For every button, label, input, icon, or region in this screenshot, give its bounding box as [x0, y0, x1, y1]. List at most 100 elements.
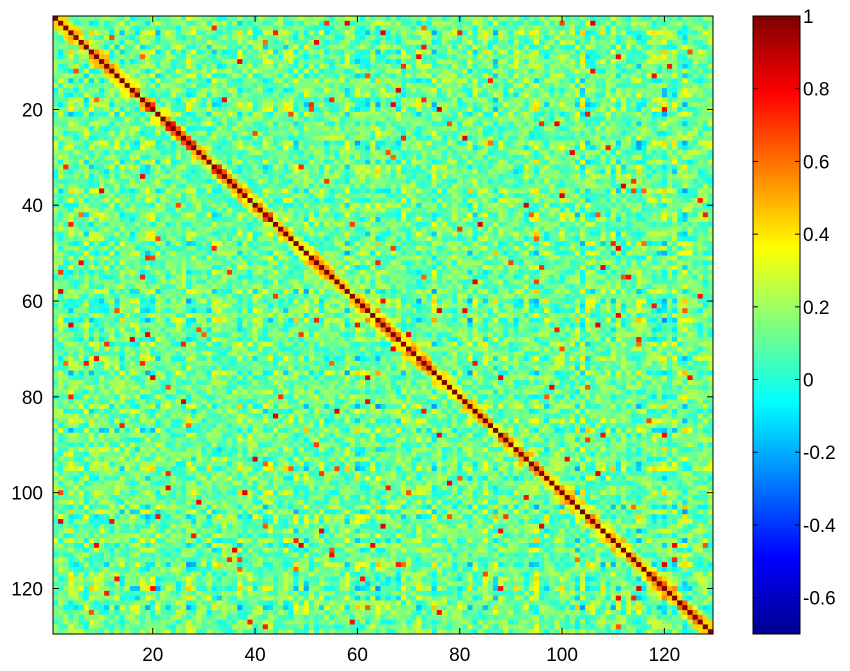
- heatmap-cell: [308, 174, 315, 180]
- heatmap-cell: [303, 135, 310, 142]
- heatmap-cell: [467, 126, 473, 132]
- heatmap-cell: [324, 174, 330, 180]
- heatmap-cell: [605, 25, 612, 31]
- heatmap-cell: [579, 87, 586, 94]
- heatmap-cell: [370, 54, 376, 60]
- heatmap-cell: [303, 25, 310, 31]
- heatmap-cell: [539, 39, 545, 46]
- heatmap-cell: [390, 78, 397, 84]
- heatmap-cell: [232, 68, 238, 74]
- heatmap-cell: [216, 83, 223, 89]
- heatmap-cell: [380, 68, 387, 74]
- heatmap-cell: [170, 68, 177, 74]
- heatmap-cell: [462, 130, 468, 137]
- heatmap-cell: [646, 107, 653, 113]
- heatmap-cell: [595, 83, 601, 89]
- heatmap-cell: [518, 135, 525, 142]
- heatmap-cell: [554, 39, 560, 46]
- heatmap-cell: [165, 145, 172, 151]
- heatmap-cell: [677, 178, 683, 185]
- heatmap-cell: [109, 87, 115, 94]
- heatmap-cell: [257, 39, 264, 46]
- heatmap-cell: [186, 25, 192, 31]
- heatmap-cell: [83, 54, 90, 60]
- heatmap-cell: [237, 49, 243, 55]
- heatmap-cell: [298, 178, 305, 185]
- heatmap-cell: [579, 102, 586, 108]
- heatmap-cell: [226, 35, 233, 41]
- heatmap-cell: [707, 30, 714, 36]
- heatmap-cell: [226, 30, 233, 36]
- heatmap-cell: [426, 49, 433, 55]
- heatmap-cell: [395, 198, 402, 204]
- heatmap-cell: [651, 35, 658, 41]
- heatmap-cell: [124, 116, 131, 122]
- heatmap-cell: [702, 111, 709, 118]
- heatmap-cell: [400, 63, 407, 70]
- heatmap-cell: [406, 49, 412, 55]
- heatmap-cell: [365, 164, 371, 170]
- heatmap-cell: [73, 73, 80, 79]
- heatmap-cell: [411, 174, 417, 180]
- heatmap-cell: [549, 92, 555, 98]
- heatmap-cell: [186, 97, 192, 103]
- heatmap-cell: [487, 30, 494, 36]
- heatmap-cell: [267, 159, 274, 165]
- heatmap-cell: [283, 178, 289, 185]
- heatmap-cell: [349, 159, 356, 165]
- heatmap-cell: [303, 20, 310, 27]
- heatmap-cell: [411, 87, 417, 94]
- heatmap-cell: [191, 183, 197, 189]
- heatmap-cell: [145, 135, 151, 142]
- heatmap-cell: [262, 183, 269, 189]
- heatmap-cell: [354, 68, 361, 74]
- heatmap-cell: [83, 73, 90, 79]
- heatmap-cell: [160, 39, 167, 46]
- heatmap-cell: [339, 44, 346, 50]
- heatmap-cell: [155, 169, 161, 175]
- heatmap-cell: [99, 20, 105, 27]
- heatmap-cell: [677, 30, 683, 36]
- heatmap-cell: [416, 193, 422, 199]
- heatmap-cell: [334, 178, 340, 185]
- heatmap-cell: [78, 135, 85, 142]
- heatmap-cell: [646, 154, 653, 161]
- heatmap-cell: [83, 44, 90, 50]
- heatmap-cell: [196, 35, 202, 41]
- heatmap-cell: [334, 126, 340, 132]
- heatmap-cell: [400, 39, 407, 46]
- heatmap-cell: [585, 107, 591, 113]
- heatmap-cell: [78, 49, 85, 55]
- heatmap-cell: [472, 30, 479, 36]
- heatmap-cell: [692, 44, 699, 50]
- heatmap-cell: [221, 111, 228, 118]
- heatmap-cell: [237, 25, 243, 31]
- heatmap-cell: [426, 44, 433, 50]
- heatmap-cell: [411, 140, 417, 146]
- heatmap-cell: [139, 16, 146, 22]
- heatmap-cell: [523, 20, 530, 27]
- heatmap-cell: [303, 63, 310, 70]
- heatmap-cell: [416, 111, 422, 118]
- heatmap-cell: [134, 159, 141, 165]
- heatmap-cell: [600, 97, 607, 103]
- heatmap-cell: [692, 20, 699, 27]
- heatmap-cell: [487, 154, 494, 161]
- heatmap-cell: [380, 126, 387, 132]
- heatmap-cell: [257, 164, 264, 170]
- heatmap-cell: [487, 111, 494, 118]
- heatmap-cell: [99, 188, 105, 194]
- heatmap-cell: [283, 107, 289, 113]
- heatmap-cell: [641, 116, 647, 122]
- heatmap-cell: [339, 49, 346, 55]
- heatmap-cell: [319, 174, 325, 180]
- heatmap-cell: [390, 130, 397, 137]
- heatmap-cell: [508, 63, 514, 70]
- heatmap-cell: [656, 183, 663, 189]
- heatmap-cell: [145, 54, 151, 60]
- heatmap-cell: [216, 116, 223, 122]
- heatmap-cell: [134, 188, 141, 194]
- heatmap-cell: [579, 174, 586, 180]
- heatmap-cell: [692, 159, 699, 165]
- heatmap-cell: [349, 193, 356, 199]
